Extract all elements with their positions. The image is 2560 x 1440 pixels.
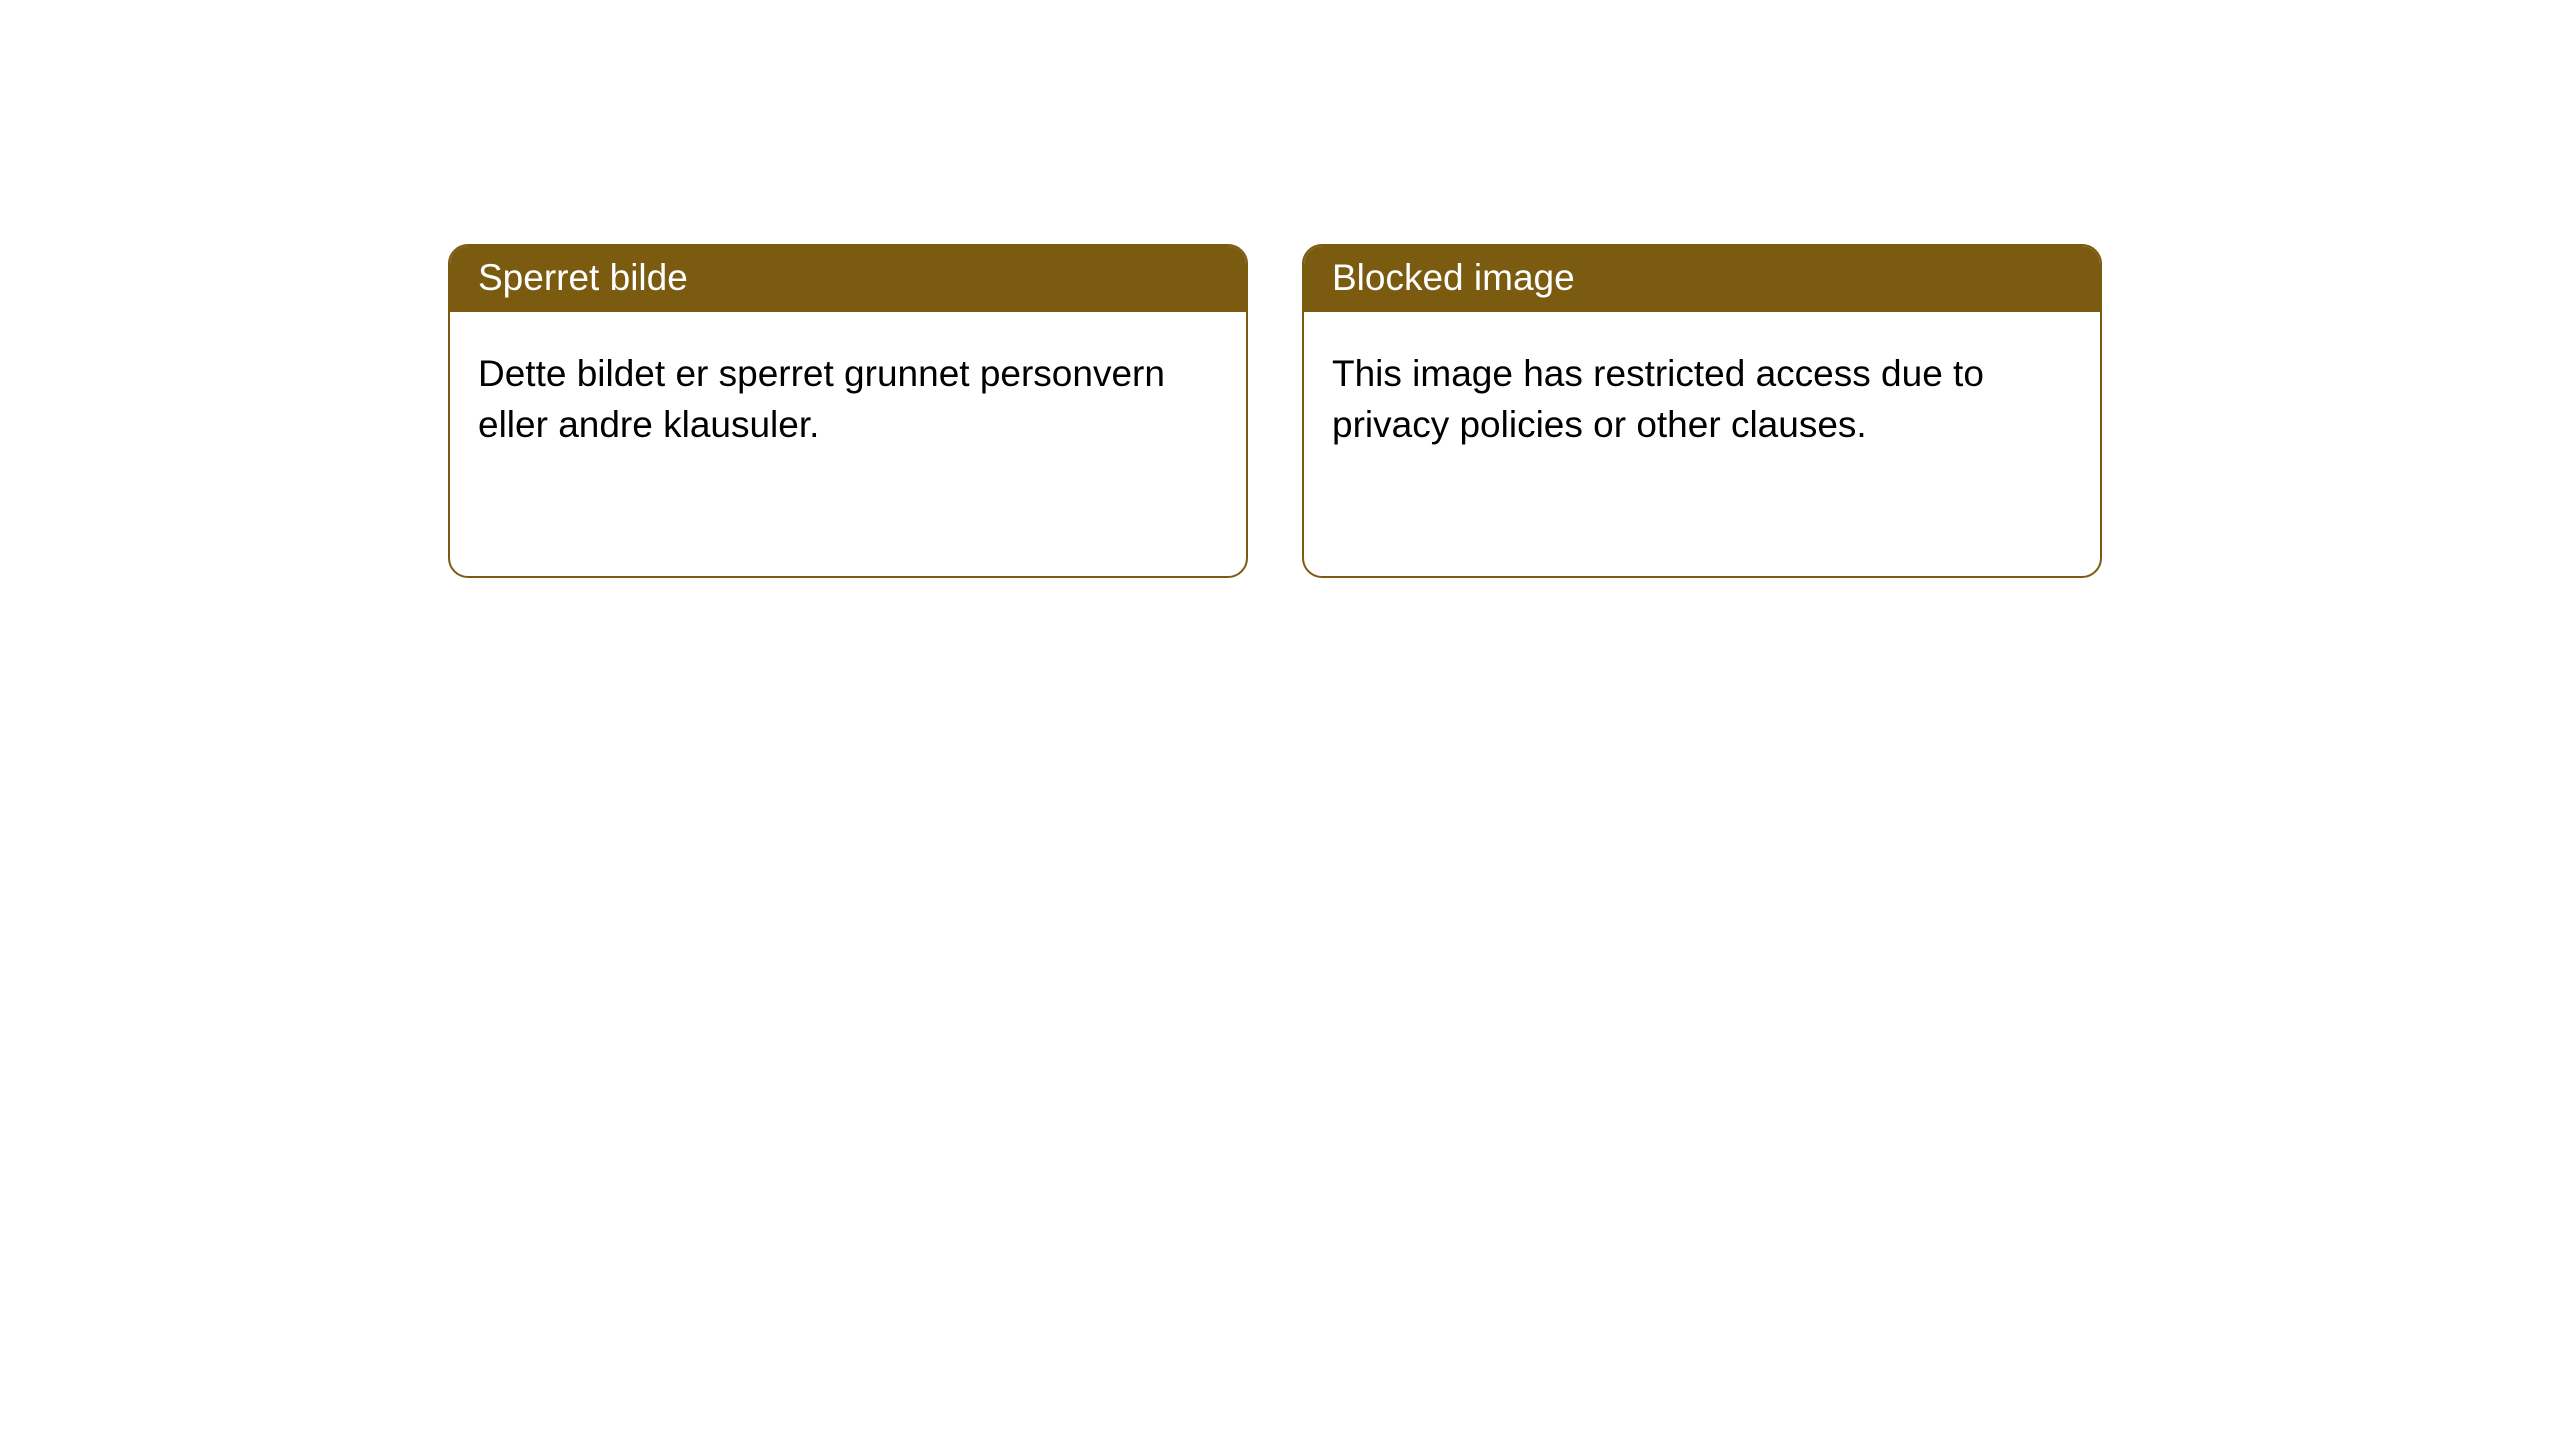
- blocked-image-notice-english: Blocked image This image has restricted …: [1302, 244, 2102, 578]
- notice-body-norwegian: Dette bildet er sperret grunnet personve…: [450, 312, 1246, 478]
- notice-body-english: This image has restricted access due to …: [1304, 312, 2100, 478]
- notices-container: Sperret bilde Dette bildet er sperret gr…: [0, 0, 2560, 578]
- notice-title-english: Blocked image: [1304, 246, 2100, 312]
- notice-title-norwegian: Sperret bilde: [450, 246, 1246, 312]
- blocked-image-notice-norwegian: Sperret bilde Dette bildet er sperret gr…: [448, 244, 1248, 578]
